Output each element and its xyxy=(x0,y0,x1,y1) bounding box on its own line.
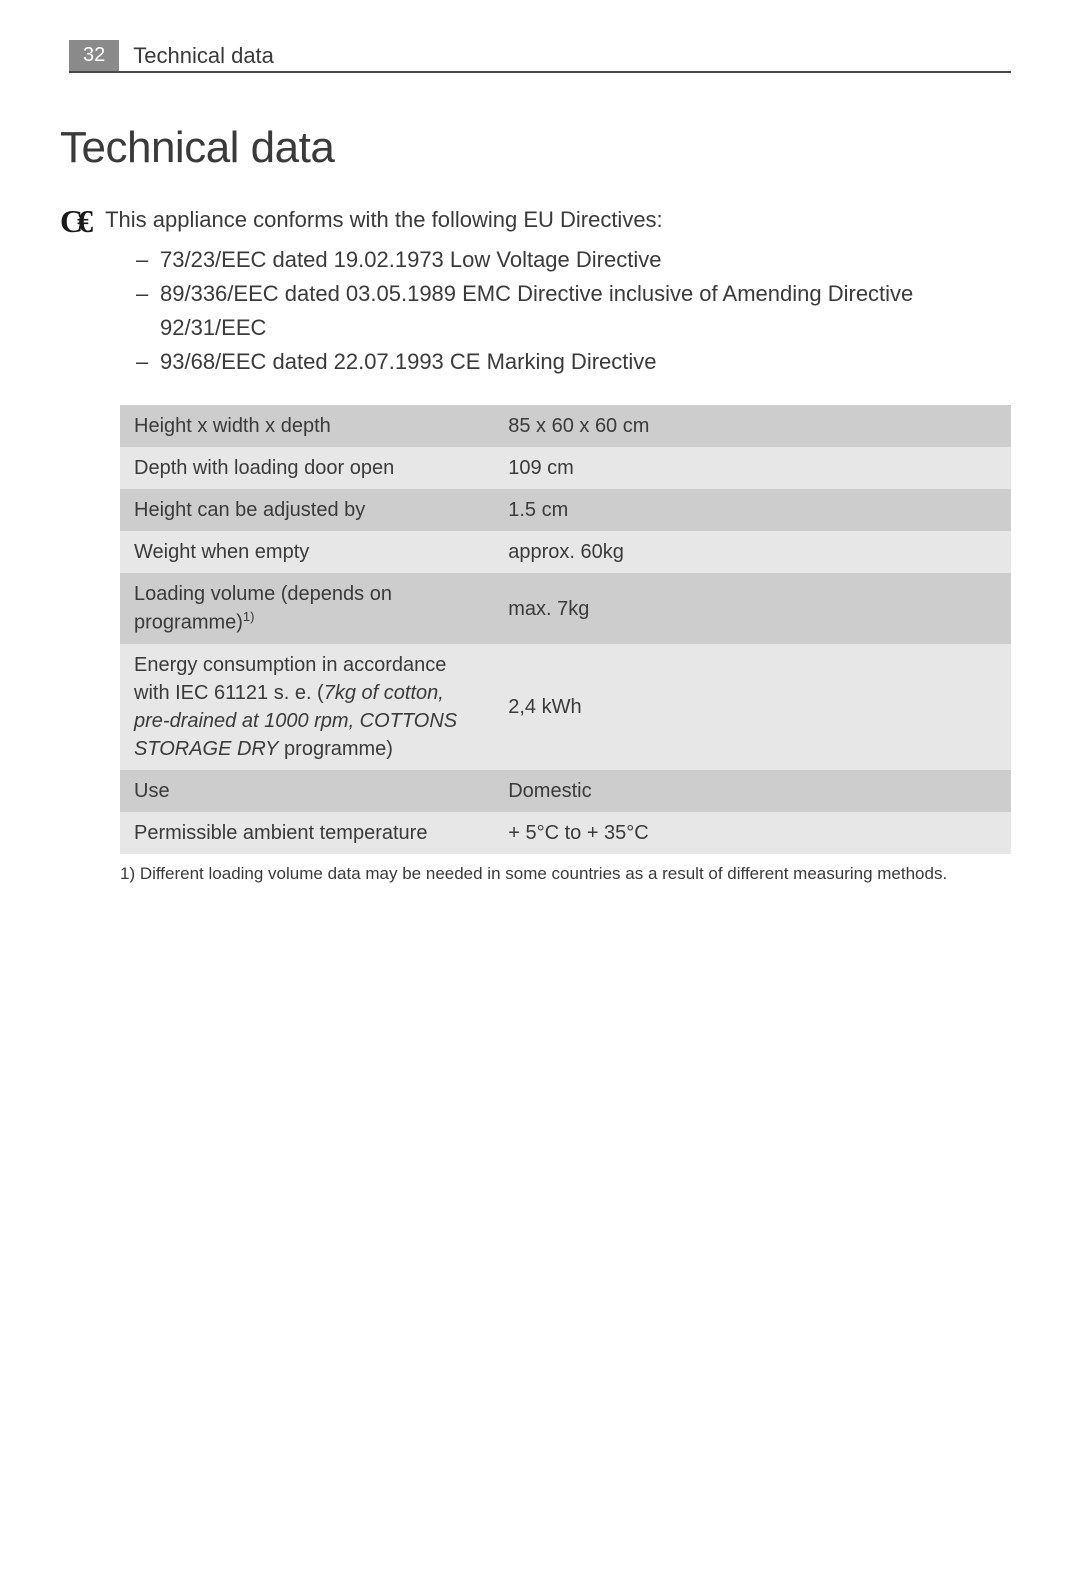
directive-item: 73/23/EEC dated 19.02.1973 Low Voltage D… xyxy=(136,243,1011,277)
directive-item: 89/336/EEC dated 03.05.1989 EMC Directiv… xyxy=(136,277,1011,345)
spec-label: Loading volume (depends on programme)1) xyxy=(120,573,494,644)
page-header: 32 Technical data xyxy=(69,40,1011,73)
table-row: Use Domestic xyxy=(120,770,1011,812)
intro-text: This appliance conforms with the followi… xyxy=(105,203,663,236)
table-row: Energy consumption in accordance with IE… xyxy=(120,644,1011,770)
spec-value: + 5°C to + 35°C xyxy=(494,812,1011,854)
spec-label: Energy consumption in accordance with IE… xyxy=(120,644,494,770)
footnote-text: 1) Different loading volume data may be … xyxy=(120,864,1011,884)
directive-list: 73/23/EEC dated 19.02.1973 Low Voltage D… xyxy=(136,243,1011,379)
spec-table: Height x width x depth 85 x 60 x 60 cm D… xyxy=(120,405,1011,854)
spec-label: Permissible ambient temperature xyxy=(120,812,494,854)
footnote-ref: 1) xyxy=(243,609,255,624)
table-row: Depth with loading door open 109 cm xyxy=(120,447,1011,489)
spec-value: approx. 60kg xyxy=(494,531,1011,573)
spec-value: max. 7kg xyxy=(494,573,1011,644)
table-row: Permissible ambient temperature + 5°C to… xyxy=(120,812,1011,854)
table-row: Height can be adjusted by 1.5 cm xyxy=(120,489,1011,531)
spec-value: 2,4 kWh xyxy=(494,644,1011,770)
ce-intro-row: C€ This appliance conforms with the foll… xyxy=(60,203,1011,237)
spec-label: Use xyxy=(120,770,494,812)
main-content: Technical data C€ This appliance conform… xyxy=(60,123,1011,884)
ce-mark-icon: C€ xyxy=(60,205,87,237)
main-heading: Technical data xyxy=(60,123,1011,173)
spec-value: 85 x 60 x 60 cm xyxy=(494,405,1011,447)
spec-value: Domestic xyxy=(494,770,1011,812)
spec-label: Height x width x depth xyxy=(120,405,494,447)
spec-label: Weight when empty xyxy=(120,531,494,573)
spec-label: Height can be adjusted by xyxy=(120,489,494,531)
table-row: Weight when empty approx. 60kg xyxy=(120,531,1011,573)
directive-item: 93/68/EEC dated 22.07.1993 CE Marking Di… xyxy=(136,345,1011,379)
spec-value: 1.5 cm xyxy=(494,489,1011,531)
header-title: Technical data xyxy=(119,43,274,69)
table-row: Height x width x depth 85 x 60 x 60 cm xyxy=(120,405,1011,447)
spec-value: 109 cm xyxy=(494,447,1011,489)
page-number: 32 xyxy=(69,40,119,71)
spec-label: Depth with loading door open xyxy=(120,447,494,489)
table-row: Loading volume (depends on programme)1) … xyxy=(120,573,1011,644)
